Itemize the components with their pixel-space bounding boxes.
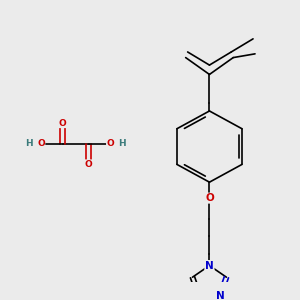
Text: O: O — [37, 139, 45, 148]
Text: N: N — [205, 260, 214, 271]
Text: O: O — [106, 139, 114, 148]
Text: N: N — [205, 260, 214, 271]
Text: H: H — [25, 139, 33, 148]
Text: O: O — [59, 119, 67, 128]
Text: O: O — [205, 193, 214, 203]
Text: H: H — [118, 139, 126, 148]
Text: O: O — [85, 160, 92, 169]
Text: N: N — [216, 291, 224, 300]
